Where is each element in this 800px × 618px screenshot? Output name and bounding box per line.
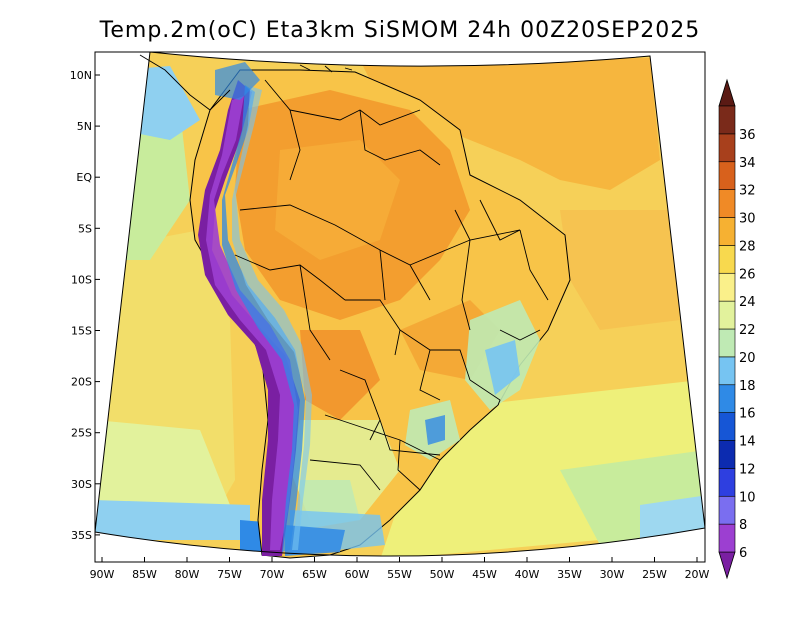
- lat-label-10s: 10S: [71, 273, 92, 286]
- colorbar-swatch: [718, 356, 736, 386]
- colorbar-swatch: [718, 217, 736, 246]
- longitude-axis: 90W 85W 80W 75W 70W 65W 60W 55W 50W 45W 40W 35W 30W 2…: [90, 557, 710, 581]
- lat-label-10n: 10N: [70, 69, 92, 82]
- colorbar-label: 8: [739, 518, 747, 533]
- colorbar-label: 30: [739, 212, 756, 227]
- colorbar-label: 36: [739, 128, 756, 143]
- colorbar-swatch: [718, 468, 736, 497]
- lat-label-5n: 5N: [77, 120, 92, 133]
- colorbar-label: 6: [739, 546, 747, 561]
- colorbar-label: 10: [739, 490, 756, 505]
- temperature-colorbar: 6 8 10 12 14 16 18 20 22 24 26 28 30 32 34 36: [718, 78, 756, 580]
- lon-label-30w: 30W: [600, 568, 625, 581]
- colorbar-max-arrow: [718, 78, 736, 107]
- lon-label-55w: 55W: [387, 568, 412, 581]
- colorbar-label: 34: [739, 156, 756, 171]
- colorbar-label: 22: [739, 323, 756, 338]
- colorbar-min-arrow: [718, 551, 736, 580]
- lon-label-60w: 60W: [345, 568, 370, 581]
- colorbar-swatch: [718, 272, 736, 302]
- map-domain-border: [94, 51, 706, 557]
- lon-label-40w: 40W: [515, 568, 540, 581]
- colorbar-swatch: [718, 328, 736, 358]
- political-borders: [234, 79, 549, 491]
- colorbar-swatch: [718, 523, 736, 553]
- lon-label-20w: 20W: [685, 568, 710, 581]
- colorbar-label: 18: [739, 379, 756, 394]
- lon-label-65w: 65W: [302, 568, 327, 581]
- colorbar-swatch: [718, 495, 736, 525]
- lon-label-35w: 35W: [557, 568, 582, 581]
- colorbar-label: 16: [739, 407, 756, 422]
- colorbar-label: 32: [739, 184, 756, 199]
- colorbar-swatch: [718, 105, 736, 135]
- colorbar-label: 14: [739, 435, 756, 450]
- colorbar-swatch: [718, 161, 736, 190]
- colorbar-label: 28: [739, 239, 756, 254]
- lat-label-eq: EQ: [76, 171, 92, 184]
- lat-label-30s: 30S: [71, 478, 92, 491]
- colorbar-swatch: [718, 189, 736, 218]
- lat-label-20s: 20S: [71, 376, 92, 389]
- lon-label-50w: 50W: [430, 568, 455, 581]
- lon-label-80w: 80W: [175, 568, 200, 581]
- colorbar-label: 24: [739, 295, 756, 310]
- colorbar-label: 26: [739, 267, 756, 282]
- colorbar-swatch: [718, 384, 736, 413]
- lat-label-35s: 35S: [71, 529, 92, 542]
- lon-label-45w: 45W: [472, 568, 497, 581]
- colorbar-label: 12: [739, 462, 756, 477]
- colorbar-label: 20: [739, 351, 756, 366]
- lat-label-25s: 25S: [71, 427, 92, 440]
- lat-label-5s: 5S: [78, 222, 92, 235]
- lat-label-15s: 15S: [71, 325, 92, 338]
- map-title: Temp.2m(oC) Eta3km SiSMOM 24h 00Z20SEP20…: [99, 18, 701, 43]
- lon-label-85w: 85W: [132, 568, 157, 581]
- colorbar-swatch: [718, 133, 736, 163]
- atlantic-warm-zone: [360, 58, 660, 190]
- colorbar-swatch: [718, 300, 736, 330]
- lon-label-25w: 25W: [642, 568, 667, 581]
- lon-label-75w: 75W: [217, 568, 242, 581]
- colorbar-swatch: [718, 245, 736, 274]
- colorbar-swatch: [718, 440, 736, 469]
- lon-label-90w: 90W: [90, 568, 115, 581]
- lon-label-70w: 70W: [260, 568, 285, 581]
- colorbar-swatch: [718, 412, 736, 441]
- latitude-axis: 10N 5N EQ 5S 10S 15S 20S 25S 30S 35S: [70, 69, 100, 542]
